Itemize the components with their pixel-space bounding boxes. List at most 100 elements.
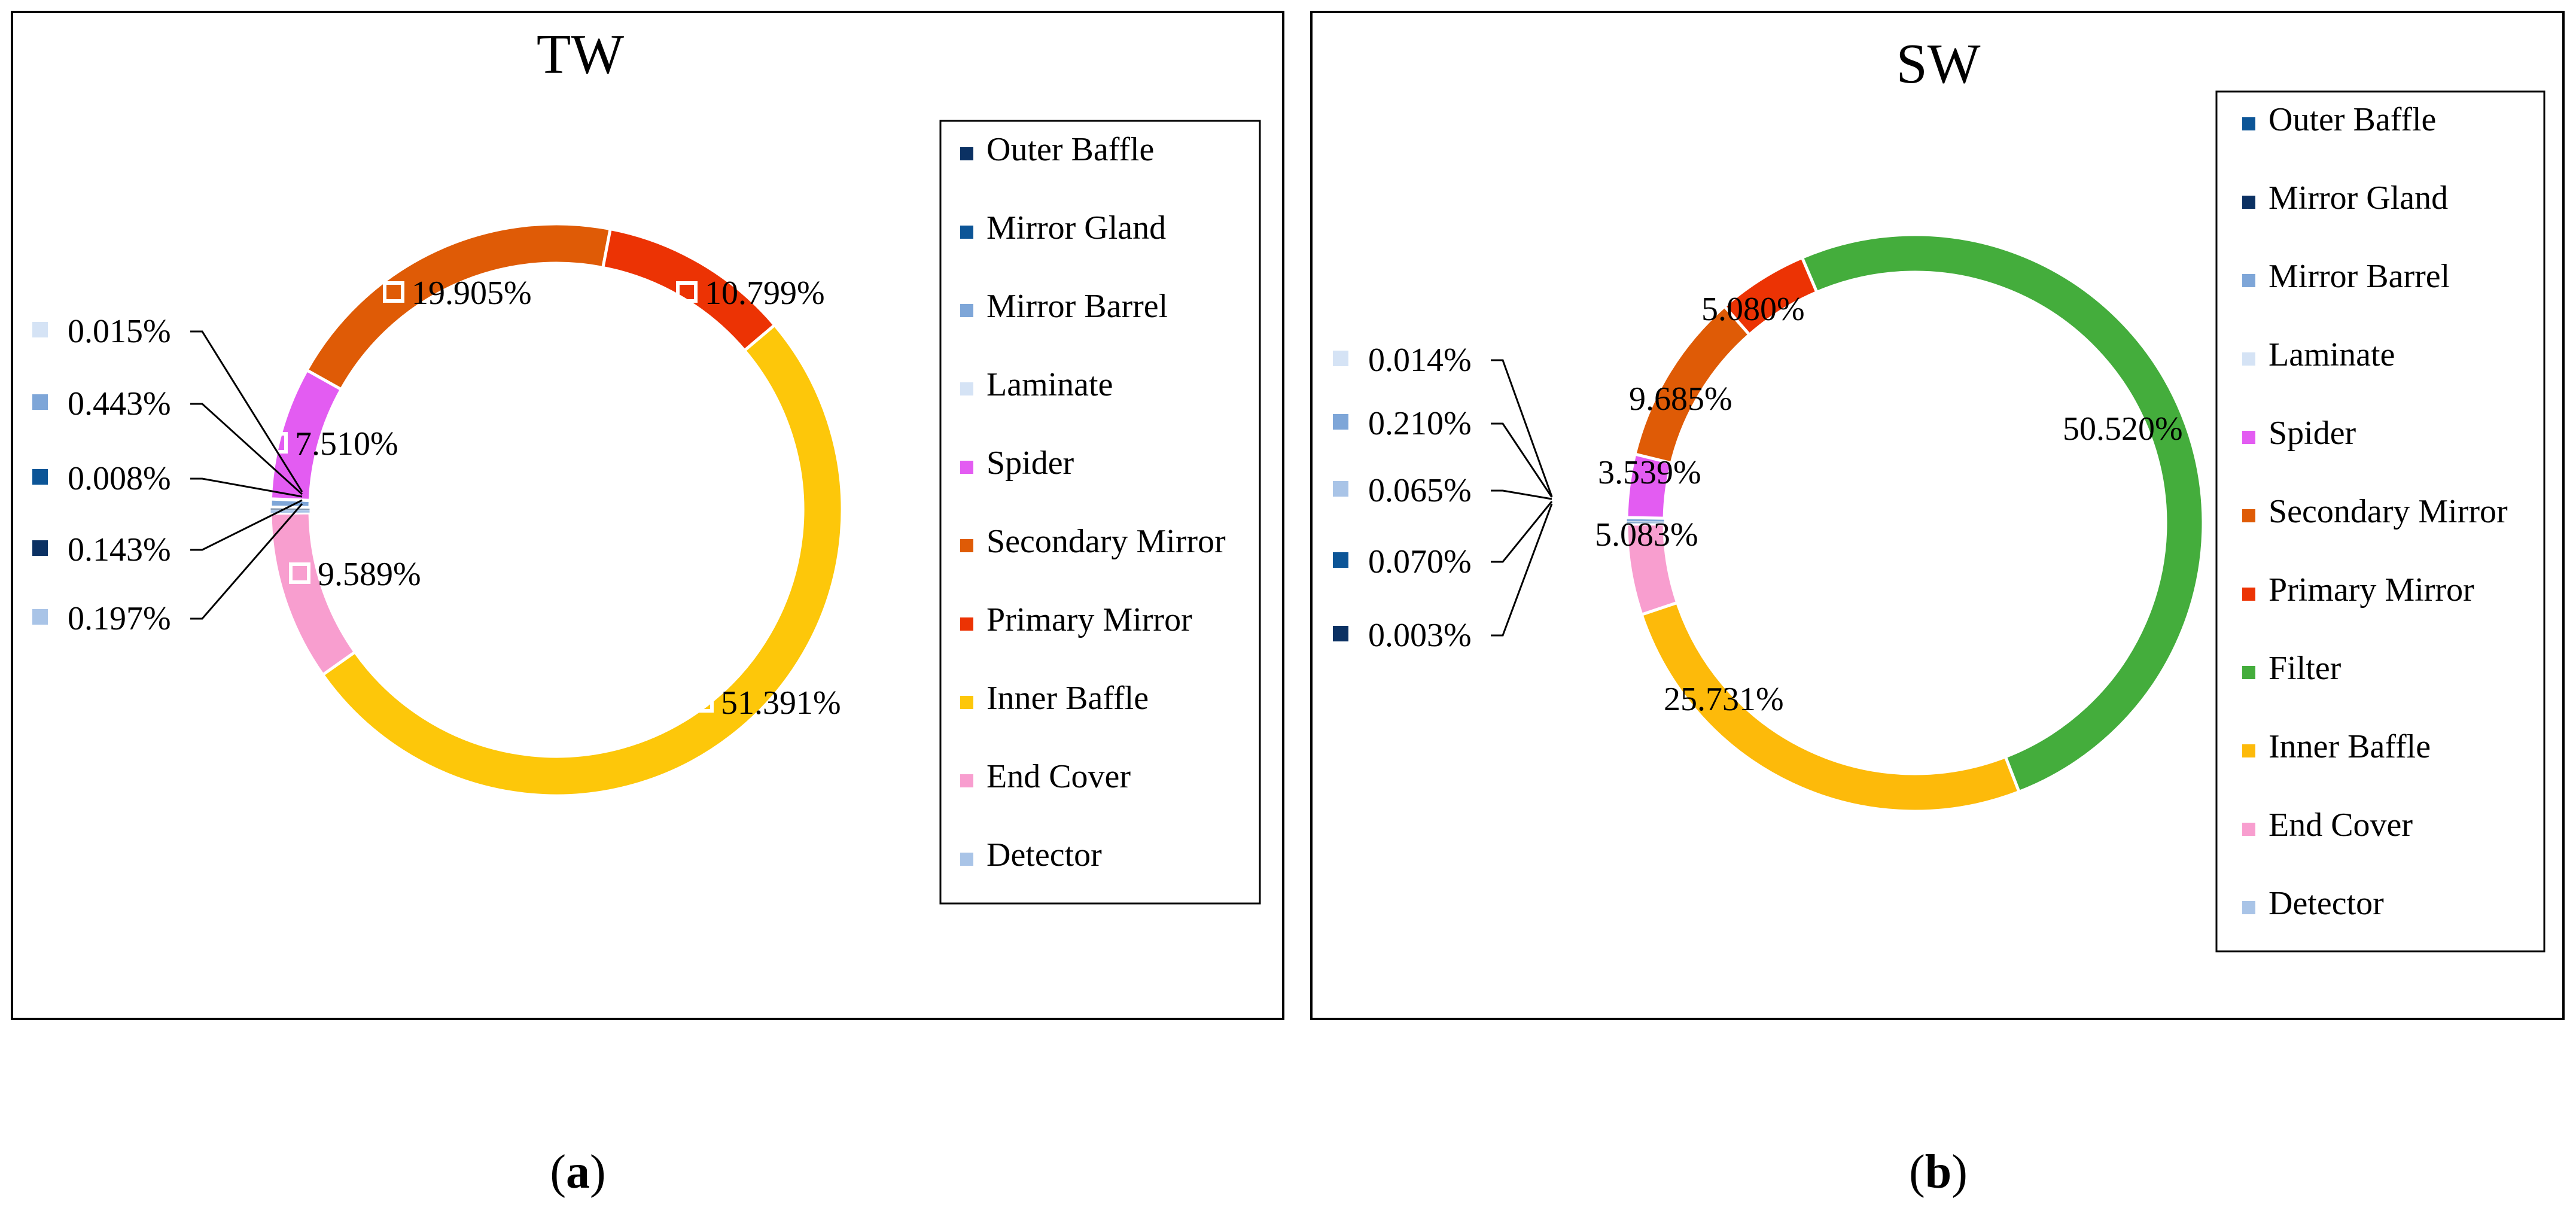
panel-caption-b: (b)	[1909, 1146, 1968, 1198]
legend-entry-mirror-gland: Mirror Gland	[2269, 179, 2448, 217]
legend-entry-filter: Filter	[2269, 650, 2341, 687]
callout-marker-mirror-gland	[1333, 626, 1348, 641]
donut-sw: 3.539% 9.685% 5.080% 50.520% 25.731% 5.083%	[1566, 233, 2205, 813]
legend-entry-mirror-barrel: Mirror Barrel	[986, 288, 1168, 325]
legend-swatch-mirror-gland	[960, 226, 973, 239]
legend-swatch-primary-mirror	[2242, 588, 2255, 601]
callout-marker-laminate	[1333, 351, 1348, 366]
callout-marker-outer-baffle	[1333, 552, 1348, 568]
callout-leader-mirror-gland	[190, 477, 303, 498]
data-label-marker-end-cover	[1566, 523, 1588, 544]
legend-entry-outer-baffle: Outer Baffle	[2269, 101, 2436, 138]
legend-swatch-filter	[2242, 666, 2255, 679]
data-label-spider: 3.539%	[1598, 454, 1701, 491]
data-label-secondary-mirror: 19.905%	[412, 275, 532, 312]
data-label-spider: 7.510%	[295, 425, 398, 463]
legend-entry-mirror-gland: Mirror Gland	[986, 209, 1166, 247]
data-label-marker-primary-mirror	[1673, 297, 1694, 319]
slice-filter	[1800, 233, 2205, 794]
callout-marker-detector	[1333, 481, 1348, 497]
legend-tw-frame	[939, 120, 1261, 905]
callout-leader-mirror-gland	[1491, 503, 1553, 637]
legend-swatch-primary-mirror	[960, 617, 973, 631]
callout-label-detector: 0.197%	[68, 600, 171, 637]
callout-leader-mirror-barrel	[1491, 422, 1553, 498]
donut-tw: 7.510% 19.905% 10.799% 51.391% 9.589%	[266, 222, 844, 798]
data-label-marker-filter	[2034, 417, 2056, 439]
callouts-tw: 0.015% 0.443% 0.008% 0.143% 0.197%	[32, 313, 303, 637]
legend-swatch-inner-baffle	[960, 696, 973, 709]
legend-entry-outer-baffle: Outer Baffle	[986, 131, 1154, 168]
legend-tw: Outer Baffle Mirror Gland Mirror Barrel Lam…	[960, 131, 1226, 874]
callout-leader-laminate	[1491, 359, 1553, 497]
legend-swatch-end-cover	[2242, 823, 2255, 836]
data-label-marker-spider	[1569, 461, 1591, 482]
legend-sw: Outer Baffle Mirror Gland Mirror Barrel Lam…	[2242, 101, 2508, 922]
data-label-marker-secondary-mirror	[383, 281, 404, 303]
panel-caption-b-letter: b	[1925, 1146, 1952, 1198]
legend-entry-end-cover: End Cover	[986, 758, 1131, 795]
callout-leader-mirror-barrel	[190, 403, 303, 495]
legend-swatch-end-cover	[960, 774, 973, 787]
data-label-marker-secondary-mirror	[1600, 387, 1622, 409]
slice-inner-baffle	[321, 322, 844, 798]
panel-caption-a: (a)	[550, 1146, 605, 1198]
legend-swatch-outer-baffle	[960, 147, 973, 160]
callout-leader-detector	[190, 503, 303, 620]
data-label-marker-end-cover	[289, 562, 310, 584]
data-label-inner-baffle: 25.731%	[1664, 681, 1784, 718]
data-label-marker-inner-baffle	[1635, 687, 1657, 709]
callouts-sw: 0.014% 0.210% 0.065% 0.070% 0.003%	[1333, 342, 1553, 654]
callout-label-laminate: 0.014%	[1368, 342, 1472, 379]
callout-label-mirror-barrel: 0.443%	[68, 385, 171, 422]
legend-swatch-laminate	[2242, 352, 2255, 366]
panel-tw: TW 7.510% 19.905% 10.799% 51.391% 9.589% 0.0…	[11, 11, 1284, 1020]
legend-swatch-inner-baffle	[2242, 744, 2255, 757]
legend-entry-laminate: Laminate	[2269, 336, 2395, 373]
legend-swatch-mirror-barrel	[960, 304, 973, 317]
legend-entry-inner-baffle: Inner Baffle	[2269, 728, 2431, 765]
chart-title-tw: TW	[537, 23, 624, 86]
legend-entry-spider: Spider	[2269, 415, 2356, 452]
callout-marker-detector	[32, 609, 48, 625]
callout-leader-detector	[1491, 489, 1552, 500]
panel-caption-a-letter: a	[566, 1146, 590, 1198]
data-label-filter: 50.520%	[2063, 410, 2183, 448]
callout-marker-mirror-barrel	[32, 394, 48, 410]
callout-label-mirror-barrel: 0.210%	[1368, 405, 1472, 442]
legend-swatch-outer-baffle	[2242, 117, 2255, 130]
callout-marker-outer-baffle	[32, 540, 48, 556]
callout-label-laminate: 0.015%	[68, 313, 171, 350]
callout-label-outer-baffle: 0.143%	[68, 531, 171, 568]
callout-leader-outer-baffle	[1491, 501, 1553, 563]
data-label-end-cover: 9.589%	[318, 556, 421, 593]
callout-label-mirror-gland: 0.003%	[1368, 617, 1472, 654]
legend-swatch-spider	[2242, 431, 2255, 444]
callout-marker-laminate	[32, 322, 48, 337]
data-label-end-cover: 5.083%	[1595, 516, 1698, 553]
legend-entry-primary-mirror: Primary Mirror	[2269, 571, 2474, 608]
legend-swatch-secondary-mirror	[2242, 509, 2255, 522]
legend-sw-frame	[2215, 90, 2545, 953]
callout-marker-mirror-gland	[32, 469, 48, 485]
legend-entry-detector: Detector	[986, 836, 1102, 874]
legend-entry-end-cover: End Cover	[2269, 807, 2413, 844]
data-label-marker-primary-mirror	[676, 281, 698, 303]
callout-leader-laminate	[190, 330, 303, 492]
chart-title-sw: SW	[1896, 33, 1981, 95]
data-label-marker-inner-baffle	[692, 691, 714, 713]
callout-label-detector: 0.065%	[1368, 472, 1472, 509]
legend-entry-inner-baffle: Inner Baffle	[986, 680, 1149, 717]
callout-leader-outer-baffle	[190, 499, 303, 551]
legend-entry-secondary-mirror: Secondary Mirror	[986, 523, 1226, 560]
data-label-secondary-mirror: 9.685%	[1629, 381, 1732, 418]
legend-entry-detector: Detector	[2269, 885, 2384, 922]
panel-sw: SW 3.539% 9.685% 5.080% 50.520% 25.731% 5.083…	[1310, 11, 2565, 1020]
legend-swatch-laminate	[960, 382, 973, 395]
legend-entry-spider: Spider	[986, 445, 1074, 482]
legend-entry-primary-mirror: Primary Mirror	[986, 601, 1192, 638]
legend-swatch-mirror-gland	[2242, 196, 2255, 209]
data-label-inner-baffle: 51.391%	[721, 684, 841, 722]
legend-entry-mirror-barrel: Mirror Barrel	[2269, 258, 2450, 295]
